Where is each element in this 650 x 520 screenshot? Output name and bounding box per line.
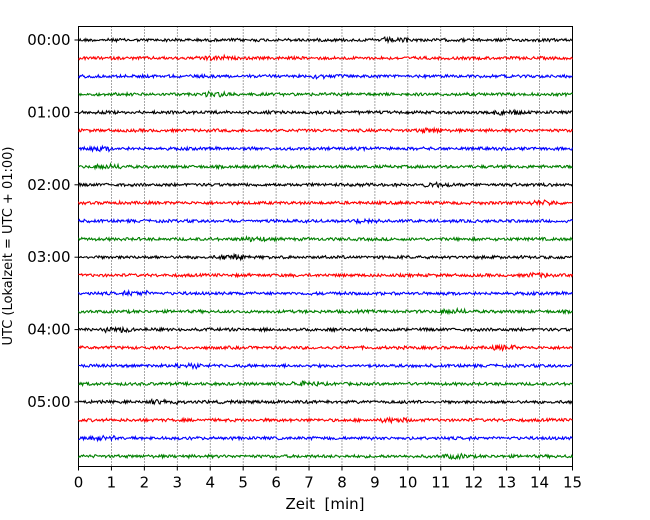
trace-line xyxy=(78,434,573,443)
trace-line xyxy=(78,180,573,189)
y-tick-label: 01:00 xyxy=(27,103,70,121)
y-tick-label: 04:00 xyxy=(27,321,70,339)
x-tick-label: 5 xyxy=(238,474,248,492)
x-tick-label: 0 xyxy=(74,474,84,492)
trace-line xyxy=(77,199,573,207)
y-tick-label: 03:00 xyxy=(27,248,70,266)
trace-line xyxy=(78,35,573,45)
x-tick-layer: 0 1 2 3 4 5 6 7 8 9 10 11 12 13 14 15 xyxy=(74,466,582,492)
y-tick-layer: 00:00 01:00 02:00 03:00 04:00 05:00 xyxy=(27,31,79,411)
trace-line xyxy=(78,108,573,117)
x-tick-label: 3 xyxy=(173,474,183,492)
x-tick-label: 10 xyxy=(398,474,417,492)
trace-line xyxy=(78,398,573,406)
x-tick-label: 1 xyxy=(107,474,117,492)
y-tick-label: 00:00 xyxy=(27,31,70,49)
trace-line xyxy=(78,343,573,352)
trace-line xyxy=(78,361,573,371)
y-tick-label: 02:00 xyxy=(27,176,70,194)
x-tick-label: 7 xyxy=(304,474,314,492)
trace-line xyxy=(78,380,573,388)
plot-frame xyxy=(78,26,573,467)
x-tick-label: 13 xyxy=(497,474,516,492)
x-tick-label: 2 xyxy=(140,474,150,492)
trace-line xyxy=(78,252,573,262)
x-tick-label: 4 xyxy=(205,474,215,492)
x-tick-label: 8 xyxy=(337,474,347,492)
y-axis-label: UTC (Lokalzeit = UTC + 01:00) xyxy=(1,147,16,346)
trace-line xyxy=(78,325,573,334)
trace-line xyxy=(78,306,573,316)
trace-line xyxy=(78,162,573,171)
trace-line xyxy=(78,288,573,297)
x-tick-label: 9 xyxy=(370,474,380,492)
trace-line xyxy=(78,53,574,62)
trace-line xyxy=(78,72,573,81)
trace-line xyxy=(78,271,574,279)
trace-line xyxy=(78,144,574,153)
x-axis-label: Zeit [min] xyxy=(285,495,364,513)
x-tick-label: 12 xyxy=(464,474,483,492)
trace-line xyxy=(78,217,573,225)
y-tick-label: 05:00 xyxy=(27,393,70,411)
x-tick-label: 11 xyxy=(431,474,450,492)
trace-line xyxy=(77,234,573,243)
trace-line xyxy=(78,415,573,425)
trace-line xyxy=(78,452,573,461)
trace-line xyxy=(78,90,573,98)
x-tick-label: 15 xyxy=(563,474,582,492)
grid-layer xyxy=(111,26,540,467)
x-tick-label: 14 xyxy=(530,474,549,492)
x-tick-label: 6 xyxy=(271,474,281,492)
trace-layer xyxy=(77,35,574,461)
trace-line xyxy=(77,126,573,135)
